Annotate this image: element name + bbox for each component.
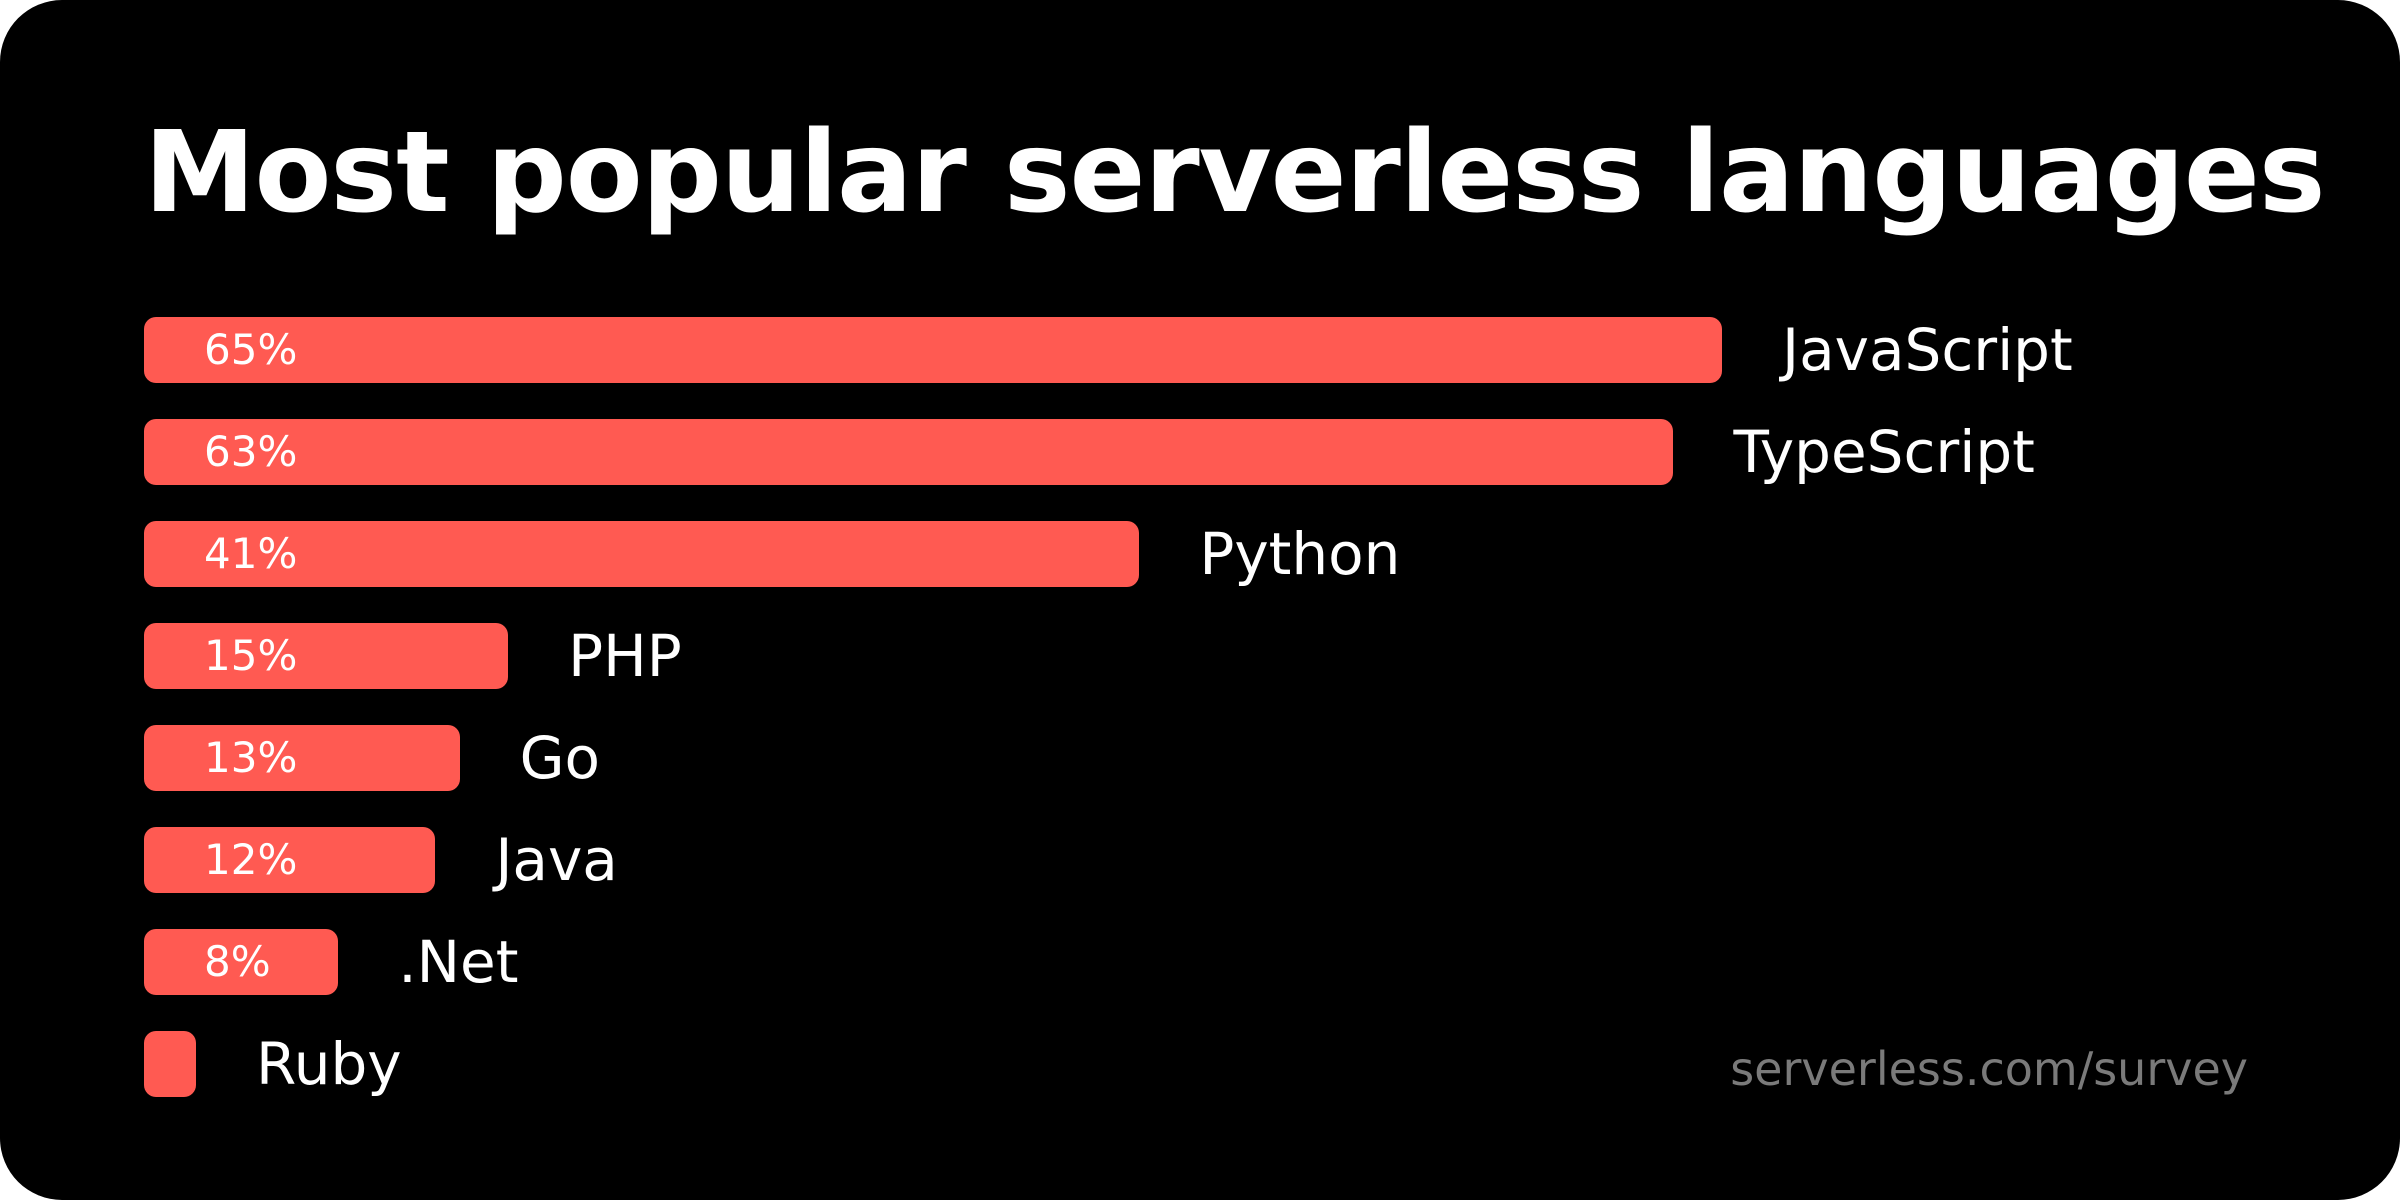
- category-label: .Net: [398, 928, 519, 996]
- bar-typescript: [144, 419, 1674, 485]
- data-label: 15%: [204, 631, 298, 680]
- data-label: 63%: [204, 427, 298, 476]
- bar-php: [144, 623, 509, 689]
- bar-go: [144, 725, 460, 791]
- category-label: PHP: [568, 622, 682, 690]
- data-label: 65%: [204, 325, 298, 374]
- bar-python: [144, 521, 1140, 587]
- category-label: Go: [519, 724, 601, 792]
- bar-net: [144, 929, 339, 995]
- category-label: JavaScript: [1782, 316, 2073, 384]
- data-label: 13%: [204, 733, 298, 782]
- bar-ruby: [144, 1031, 196, 1097]
- data-label: 41%: [204, 529, 298, 578]
- category-label: TypeScript: [1733, 418, 2035, 486]
- bar-java: [144, 827, 436, 893]
- category-label: Ruby: [256, 1030, 402, 1098]
- source-link: serverless.com/survey: [1730, 1042, 2248, 1096]
- bar-javascript: [144, 317, 1722, 383]
- chart-title: Most popular serverless languages: [144, 108, 2326, 238]
- category-label: Python: [1199, 520, 1401, 588]
- category-label: Java: [495, 826, 618, 894]
- data-label: 8%: [204, 937, 271, 986]
- data-label: 12%: [204, 835, 298, 884]
